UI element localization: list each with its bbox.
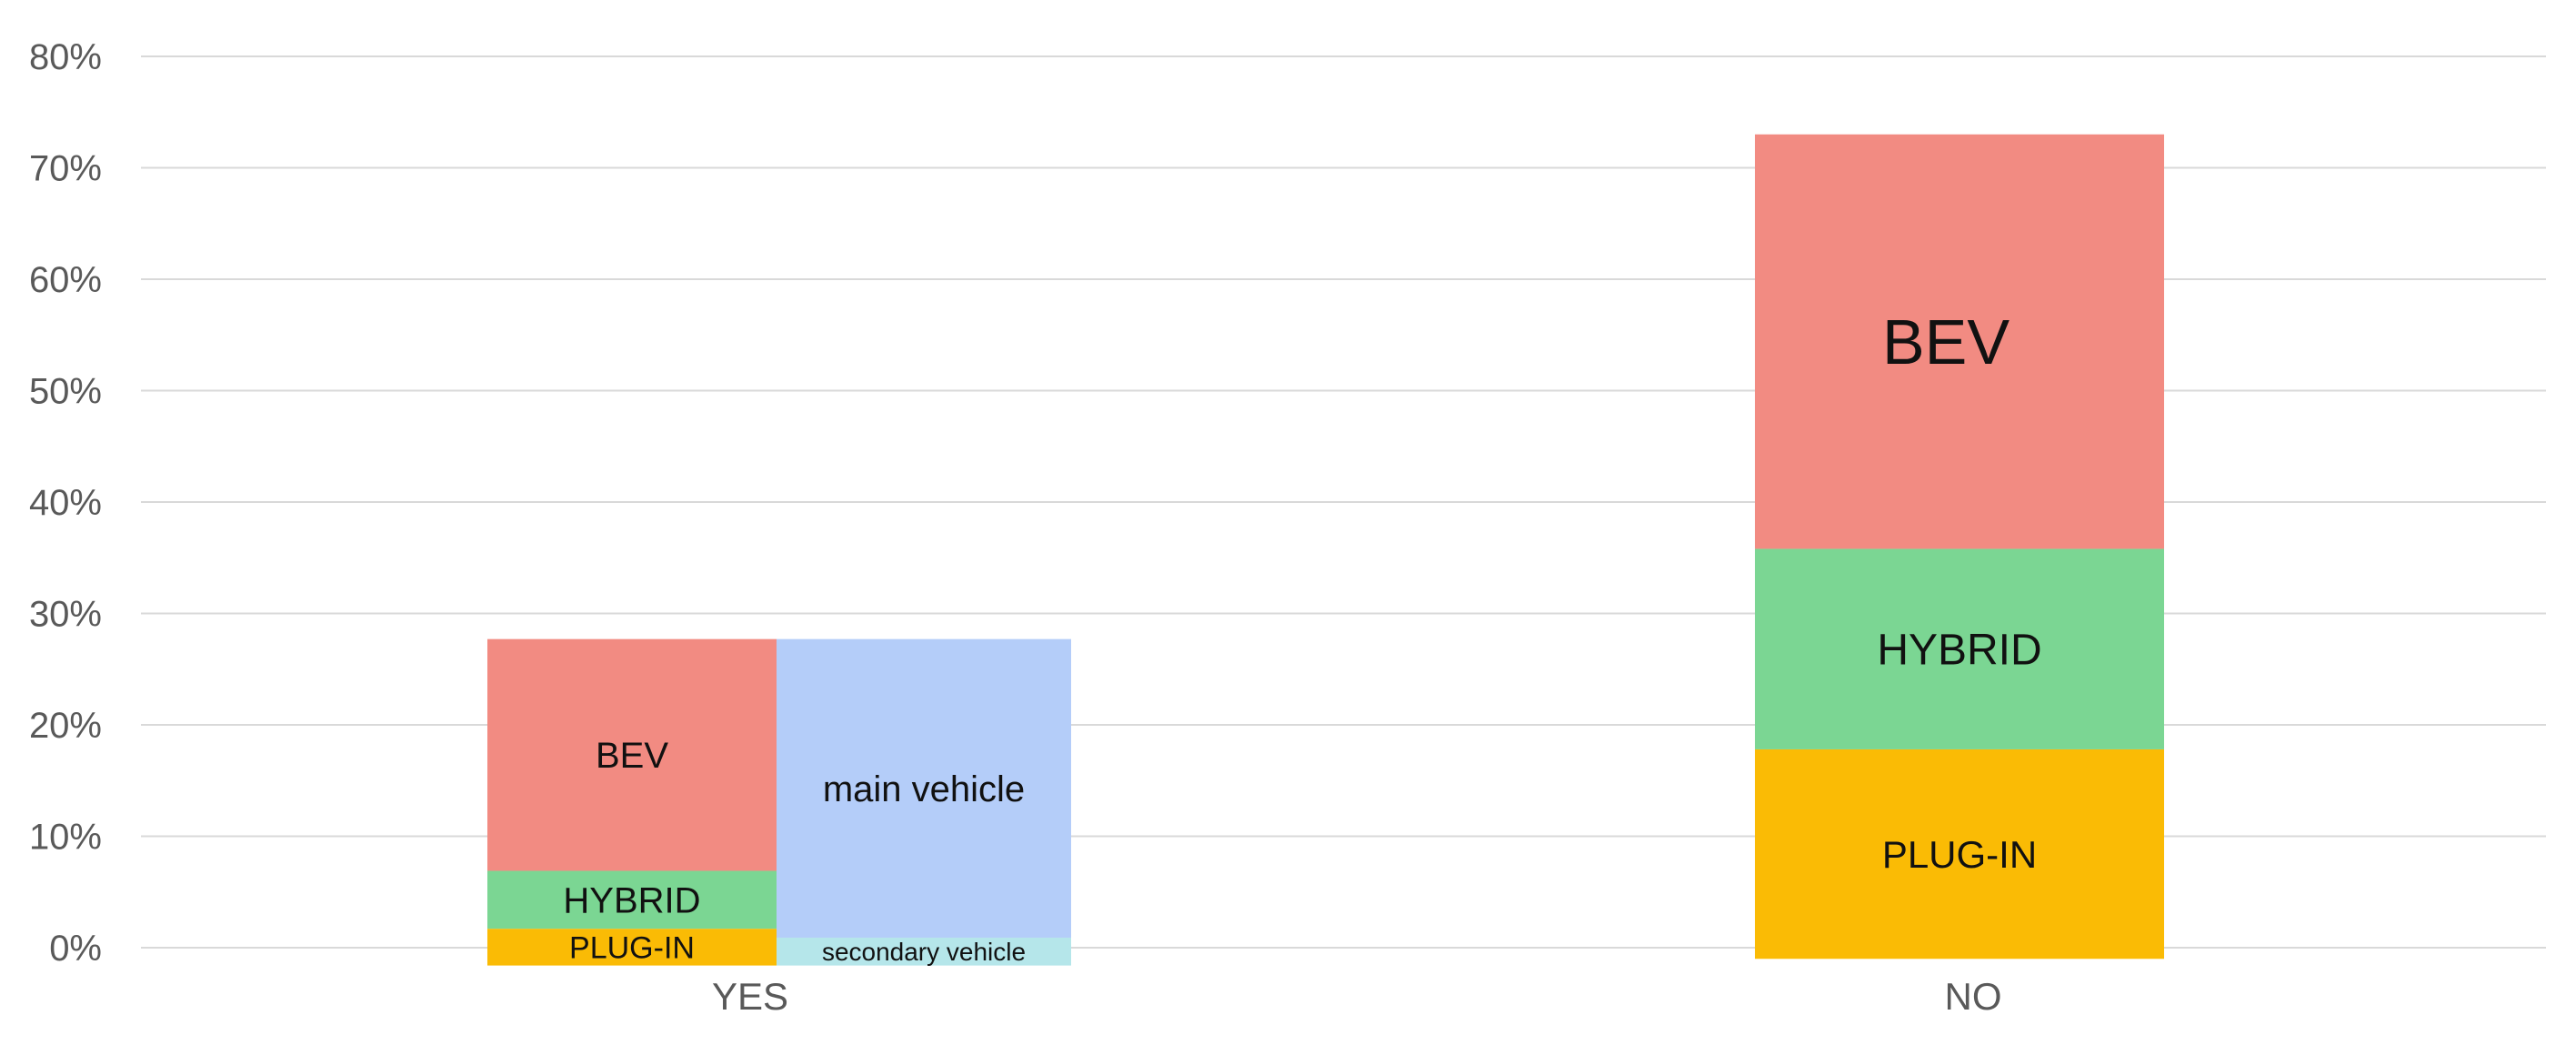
y-tick-label: 80% [29,37,102,77]
y-axis-tick-labels: 0% 10% 20% 30% 40% 50% 60% 70% 80% [29,37,102,969]
y-tick-label: 60% [29,260,102,300]
x-axis-category-labels: YES NO [712,975,2002,1018]
segment-label-main-vehicle: main vehicle [823,769,1025,809]
segment-label-plug-in: PLUG-IN [1882,833,2037,876]
segment-label-bev: BEV [596,736,668,776]
y-tick-label: 50% [29,372,102,412]
y-tick-label: 40% [29,483,102,523]
y-tick-label: 70% [29,149,102,189]
y-tick-label: 30% [29,595,102,635]
segment-label-hybrid: HYBRID [563,880,700,920]
bar-segment-no-plug-in [1755,749,2164,960]
y-tick-label: 0% [49,929,102,969]
y-tick-label: 20% [29,706,102,746]
bar-segment-yes-secondary-vehicle [777,937,1071,966]
segment-label-bev: BEV [1882,306,2010,377]
bar-segment-yes-plug-in [487,929,777,966]
x-category-label-yes: YES [712,975,788,1018]
bar-segment-yes-hybrid [487,870,777,929]
bars: PLUG-IN HYBRID BEV secondary vehicle main ve… [487,134,2164,966]
segment-label-secondary-vehicle: secondary vehicle [822,938,1026,966]
bar-segment-no-bev [1755,134,2164,549]
x-category-label-no: NO [1945,975,2002,1018]
bar-segment-no-hybrid [1755,548,2164,749]
bar-segment-yes-main-vehicle [777,638,1071,938]
y-tick-label: 10% [29,818,102,858]
segment-label-plug-in: PLUG-IN [569,930,695,965]
bar-segment-yes-bev [487,638,777,871]
segment-label-hybrid: HYBRID [1877,627,2041,675]
